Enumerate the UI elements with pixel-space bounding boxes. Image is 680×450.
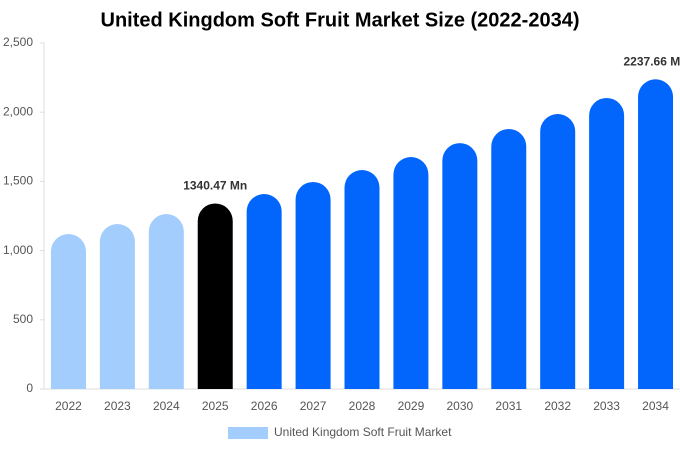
bar	[638, 79, 674, 389]
x-tick-label: 2023	[104, 399, 131, 413]
x-tick-label: 2030	[446, 399, 473, 413]
x-tick-label: 2022	[55, 399, 82, 413]
bar	[148, 214, 184, 389]
x-tick-label: 2028	[349, 399, 376, 413]
bar	[99, 224, 135, 389]
bar	[344, 170, 380, 389]
bar	[589, 97, 625, 390]
y-tick-label: 1,500	[3, 174, 33, 188]
x-tick-label: 2032	[544, 399, 571, 413]
y-tick-label: 2,000	[3, 104, 33, 118]
data-label: 2237.66 Mn	[624, 54, 680, 68]
data-label: 1340.47 Mn	[183, 179, 247, 193]
x-tick-label: 2027	[300, 399, 327, 413]
bar	[50, 233, 86, 389]
bar	[393, 157, 429, 389]
bar	[197, 203, 233, 389]
bar	[491, 128, 527, 389]
x-tick-label: 2033	[593, 399, 620, 413]
y-tick-label: 1,000	[3, 243, 33, 257]
y-tick-label: 500	[13, 312, 33, 326]
chart-title: United Kingdom Soft Fruit Market Size (2…	[101, 9, 580, 31]
x-tick-label: 2029	[398, 399, 425, 413]
legend-swatch	[228, 427, 268, 439]
bar	[246, 193, 282, 389]
bar	[540, 113, 576, 389]
bar	[442, 143, 478, 389]
bar	[295, 181, 331, 389]
x-tick-label: 2034	[642, 399, 669, 413]
y-tick-label: 2,500	[3, 35, 33, 49]
x-tick-label: 2031	[495, 399, 522, 413]
x-tick-label: 2026	[251, 399, 278, 413]
y-tick-label: 0	[26, 381, 33, 395]
x-tick-label: 2024	[153, 399, 180, 413]
x-tick-label: 2025	[202, 399, 229, 413]
legend-label: United Kingdom Soft Fruit Market	[274, 425, 452, 439]
